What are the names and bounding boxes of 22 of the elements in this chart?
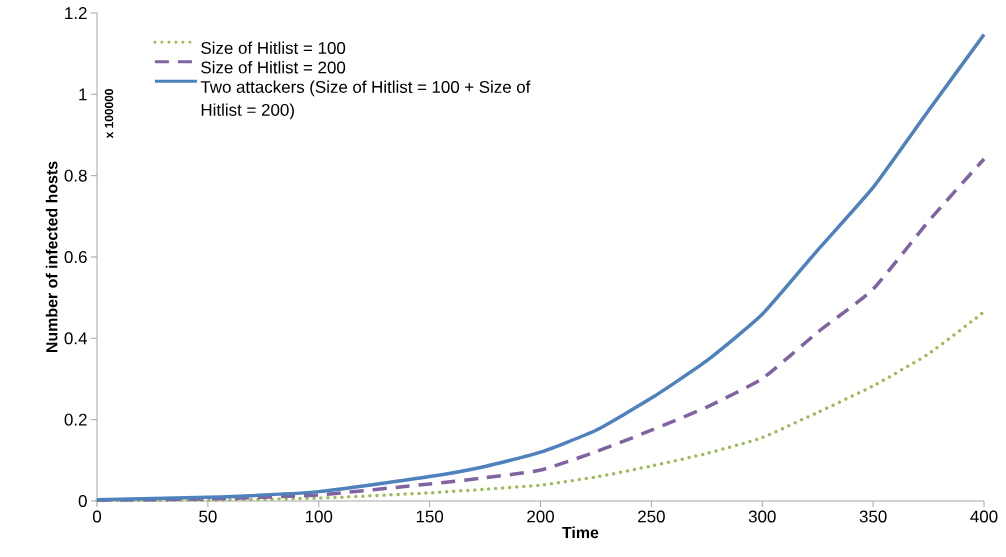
y-tick-label: 1.2: [65, 7, 87, 19]
y-axis-title: Number of infected hosts: [45, 161, 58, 353]
x-tick-label: 0: [92, 510, 102, 523]
x-tick-label: 150: [416, 510, 444, 523]
y-tick-label: 0.2: [64, 413, 87, 426]
y-tick-label: 0.6: [64, 250, 87, 263]
x-tick-label: 200: [527, 510, 554, 523]
y-tick-label: 0.4: [64, 332, 87, 345]
x-axis-title: Time: [562, 526, 599, 539]
x-tick-label: 250: [638, 510, 665, 523]
y-tick-label: 1: [79, 88, 87, 101]
y-tick-label: 0: [78, 494, 87, 507]
y-tick-label: 0.8: [64, 169, 87, 182]
legend-label: Two attackers (Size of Hitlist = 100 + Size of Hitlist = 200): [200, 80, 531, 120]
annotation: x 100000: [104, 89, 114, 139]
x-tick-label: 350: [859, 510, 887, 523]
x-tick-label: 100: [305, 510, 333, 523]
x-tick-label: 400: [970, 510, 998, 523]
x-tick-label: 50: [199, 510, 217, 523]
legend-label: Size of Hitlist = 100: [201, 41, 346, 55]
x-tick-label: 300: [748, 510, 776, 523]
legend-label: Size of Hitlist = 200: [201, 61, 346, 74]
